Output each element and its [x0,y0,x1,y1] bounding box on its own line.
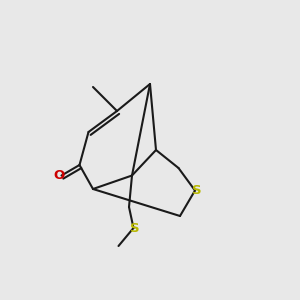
Text: S: S [192,184,201,197]
Text: S: S [130,221,140,235]
Text: O: O [53,169,65,182]
